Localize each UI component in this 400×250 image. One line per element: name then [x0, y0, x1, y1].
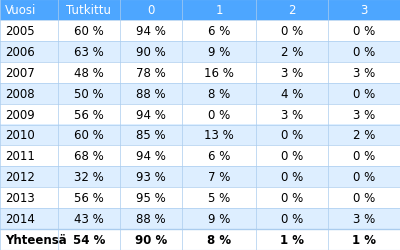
- Text: Yhteensä: Yhteensä: [5, 233, 66, 246]
- Text: 60 %: 60 %: [74, 129, 104, 142]
- Text: 2005: 2005: [5, 25, 34, 38]
- Text: 0 %: 0 %: [208, 108, 230, 121]
- Text: 4 %: 4 %: [281, 87, 303, 100]
- Bar: [0, 83, 400, 104]
- Bar: [0, 188, 400, 208]
- Text: 63 %: 63 %: [74, 46, 104, 59]
- Bar: [0, 167, 400, 188]
- Text: 8 %: 8 %: [208, 87, 230, 100]
- Text: 5 %: 5 %: [208, 192, 230, 204]
- Text: 90 %: 90 %: [136, 46, 166, 59]
- Text: 94 %: 94 %: [136, 150, 166, 163]
- Text: 2013: 2013: [5, 192, 34, 204]
- Text: 88 %: 88 %: [136, 212, 166, 225]
- Text: 16 %: 16 %: [204, 66, 234, 80]
- Text: 1: 1: [215, 4, 223, 17]
- Text: 0 %: 0 %: [353, 87, 375, 100]
- Text: 50 %: 50 %: [74, 87, 104, 100]
- Bar: [0, 125, 400, 146]
- Text: 93 %: 93 %: [136, 170, 166, 183]
- Text: 78 %: 78 %: [136, 66, 166, 80]
- Text: 60 %: 60 %: [74, 25, 104, 38]
- Text: 3 %: 3 %: [353, 66, 375, 80]
- Text: 0 %: 0 %: [353, 25, 375, 38]
- Text: 48 %: 48 %: [74, 66, 104, 80]
- Text: 54 %: 54 %: [73, 233, 105, 246]
- Bar: [0, 0, 400, 21]
- Text: 94 %: 94 %: [136, 25, 166, 38]
- Text: 0 %: 0 %: [353, 170, 375, 183]
- Text: 7 %: 7 %: [208, 170, 230, 183]
- Bar: [0, 229, 400, 250]
- Text: 43 %: 43 %: [74, 212, 104, 225]
- Text: 0 %: 0 %: [353, 150, 375, 163]
- Text: 9 %: 9 %: [208, 46, 230, 59]
- Bar: [0, 104, 400, 125]
- Text: 56 %: 56 %: [74, 192, 104, 204]
- Text: 3 %: 3 %: [281, 108, 303, 121]
- Text: 3 %: 3 %: [353, 212, 375, 225]
- Text: 0 %: 0 %: [281, 129, 303, 142]
- Text: Vuosi: Vuosi: [5, 4, 36, 17]
- Text: 2008: 2008: [5, 87, 34, 100]
- Text: 2009: 2009: [5, 108, 34, 121]
- Text: 2010: 2010: [5, 129, 34, 142]
- Text: 2: 2: [288, 4, 296, 17]
- Text: 6 %: 6 %: [208, 150, 230, 163]
- Text: 13 %: 13 %: [204, 129, 234, 142]
- Text: 88 %: 88 %: [136, 87, 166, 100]
- Text: 0 %: 0 %: [281, 150, 303, 163]
- Text: 0 %: 0 %: [281, 170, 303, 183]
- Text: 6 %: 6 %: [208, 25, 230, 38]
- Text: 2 %: 2 %: [281, 46, 303, 59]
- Bar: [0, 208, 400, 229]
- Bar: [0, 42, 400, 62]
- Text: 94 %: 94 %: [136, 108, 166, 121]
- Text: 56 %: 56 %: [74, 108, 104, 121]
- Bar: [0, 146, 400, 167]
- Text: 32 %: 32 %: [74, 170, 104, 183]
- Text: 2006: 2006: [5, 46, 34, 59]
- Text: 3: 3: [360, 4, 368, 17]
- Bar: [0, 21, 400, 42]
- Text: 2011: 2011: [5, 150, 35, 163]
- Text: 2007: 2007: [5, 66, 34, 80]
- Text: 2012: 2012: [5, 170, 35, 183]
- Text: 90 %: 90 %: [135, 233, 167, 246]
- Text: 1 %: 1 %: [352, 233, 376, 246]
- Text: 3 %: 3 %: [353, 108, 375, 121]
- Text: Tutkittu: Tutkittu: [66, 4, 112, 17]
- Text: 0 %: 0 %: [281, 212, 303, 225]
- Text: 0 %: 0 %: [281, 192, 303, 204]
- Text: 0 %: 0 %: [281, 25, 303, 38]
- Text: 0 %: 0 %: [353, 192, 375, 204]
- Text: 8 %: 8 %: [207, 233, 231, 246]
- Text: 9 %: 9 %: [208, 212, 230, 225]
- Text: 2 %: 2 %: [353, 129, 375, 142]
- Text: 0 %: 0 %: [353, 46, 375, 59]
- Text: 0: 0: [147, 4, 155, 17]
- Text: 85 %: 85 %: [136, 129, 166, 142]
- Text: 95 %: 95 %: [136, 192, 166, 204]
- Text: 3 %: 3 %: [281, 66, 303, 80]
- Text: 1 %: 1 %: [280, 233, 304, 246]
- Text: 68 %: 68 %: [74, 150, 104, 163]
- Bar: [0, 62, 400, 83]
- Text: 2014: 2014: [5, 212, 35, 225]
